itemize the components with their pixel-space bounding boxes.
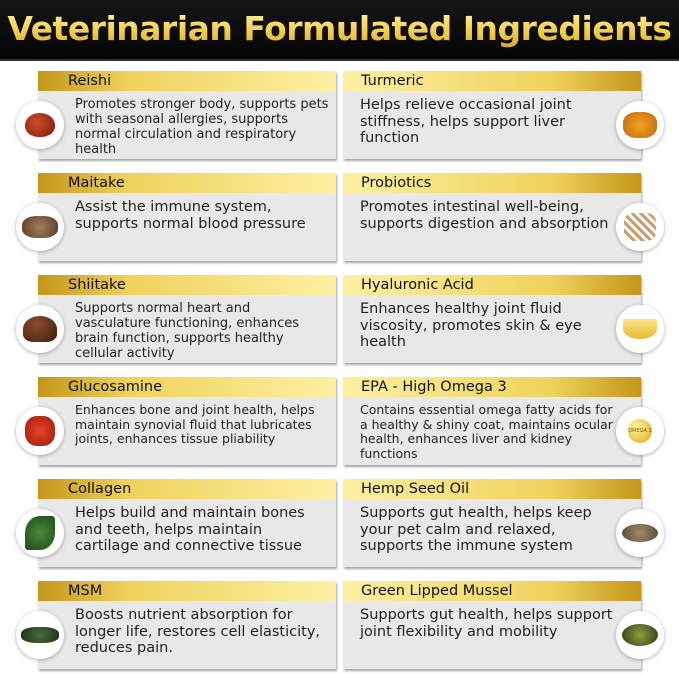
oil-bowl-icon: [616, 305, 664, 353]
ingredient-description: Enhances healthy joint fluid viscosity, …: [360, 301, 582, 350]
omega-3-icon-label: OMEGA 3: [628, 419, 652, 443]
header-banner: Veterinarian Formulated Ingredients: [0, 0, 679, 61]
ingredient-description: Supports gut health, helps support joint…: [360, 607, 613, 640]
ingredient-name: Turmeric: [343, 71, 641, 91]
hemp-seeds-icon: [616, 509, 664, 557]
turmeric-root-icon: [616, 101, 664, 149]
ingredient-description: Assist the immune system, supports norma…: [75, 199, 306, 232]
ingredient-description: Helps relieve occasional joint stiffness…: [360, 97, 572, 146]
ingredient-card-green-lipped-mussel: Green Lipped Mussel Supports gut health,…: [343, 581, 641, 669]
probiotics-icon: [616, 203, 664, 251]
ingredient-description: Supports gut health, helps keep your pet…: [360, 505, 592, 554]
ingredient-name: Collagen: [38, 479, 336, 499]
reishi-mushroom-icon: [16, 101, 64, 149]
ingredient-card-glucosamine: Glucosamine Enhances bone and joint heal…: [38, 377, 336, 465]
ingredient-name: Hemp Seed Oil: [343, 479, 641, 499]
ingredient-card-epa-high-omega-3: EPA - High Omega 3 Contains essential om…: [343, 377, 641, 465]
ingredient-card-turmeric: Turmeric Helps relieve occasional joint …: [343, 71, 641, 159]
ingredient-card-maitake: Maitake Assist the immune system, suppor…: [38, 173, 336, 261]
ingredient-name: Hyaluronic Acid: [343, 275, 641, 295]
ingredient-description: Helps build and maintain bones and teeth…: [75, 505, 305, 554]
herbs-icon: [16, 611, 64, 659]
ingredient-card-reishi: Reishi Promotes stronger body, supports …: [38, 71, 336, 159]
ingredient-card-shiitake: Shiitake Supports normal heart and vascu…: [38, 275, 336, 363]
shiitake-mushroom-icon: [16, 305, 64, 353]
ingredient-description: Contains essential omega fatty acids for…: [360, 402, 613, 461]
ingredient-card-collagen: Collagen Helps build and maintain bones …: [38, 479, 336, 567]
ingredient-description: Enhances bone and joint health, helps ma…: [75, 402, 315, 446]
mussel-icon: [616, 611, 664, 659]
ingredient-description: Boosts nutrient absorption for longer li…: [75, 607, 321, 656]
ingredient-name: Maitake: [38, 173, 336, 193]
ingredient-description: Supports normal heart and vasculature fu…: [75, 301, 299, 361]
ingredient-card-hemp-seed-oil: Hemp Seed Oil Supports gut health, helps…: [343, 479, 641, 567]
ingredient-description: Promotes stronger body, supports pets wi…: [75, 97, 329, 157]
maitake-mushroom-icon: [16, 203, 64, 251]
ingredient-description: Promotes intestinal well-being, supports…: [360, 199, 609, 232]
ingredient-name: Glucosamine: [38, 377, 336, 397]
ingredient-card-msm: MSM Boosts nutrient absorption for longe…: [38, 581, 336, 669]
ingredient-name: Reishi: [38, 71, 336, 91]
ingredient-name: EPA - High Omega 3: [343, 377, 641, 397]
ingredient-name: Shiitake: [38, 275, 336, 295]
ingredient-name: Probiotics: [343, 173, 641, 193]
ingredient-card-probiotics: Probiotics Promotes intestinal well-bein…: [343, 173, 641, 261]
ingredient-name: Green Lipped Mussel: [343, 581, 641, 601]
ingredient-name: MSM: [38, 581, 336, 601]
page-title: Veterinarian Formulated Ingredients: [0, 9, 679, 48]
ingredient-card-hyaluronic-acid: Hyaluronic Acid Enhances healthy joint f…: [343, 275, 641, 363]
lobster-icon: [16, 407, 64, 455]
leafy-greens-icon: [16, 509, 64, 557]
omega-3-icon: OMEGA 3: [616, 407, 664, 455]
